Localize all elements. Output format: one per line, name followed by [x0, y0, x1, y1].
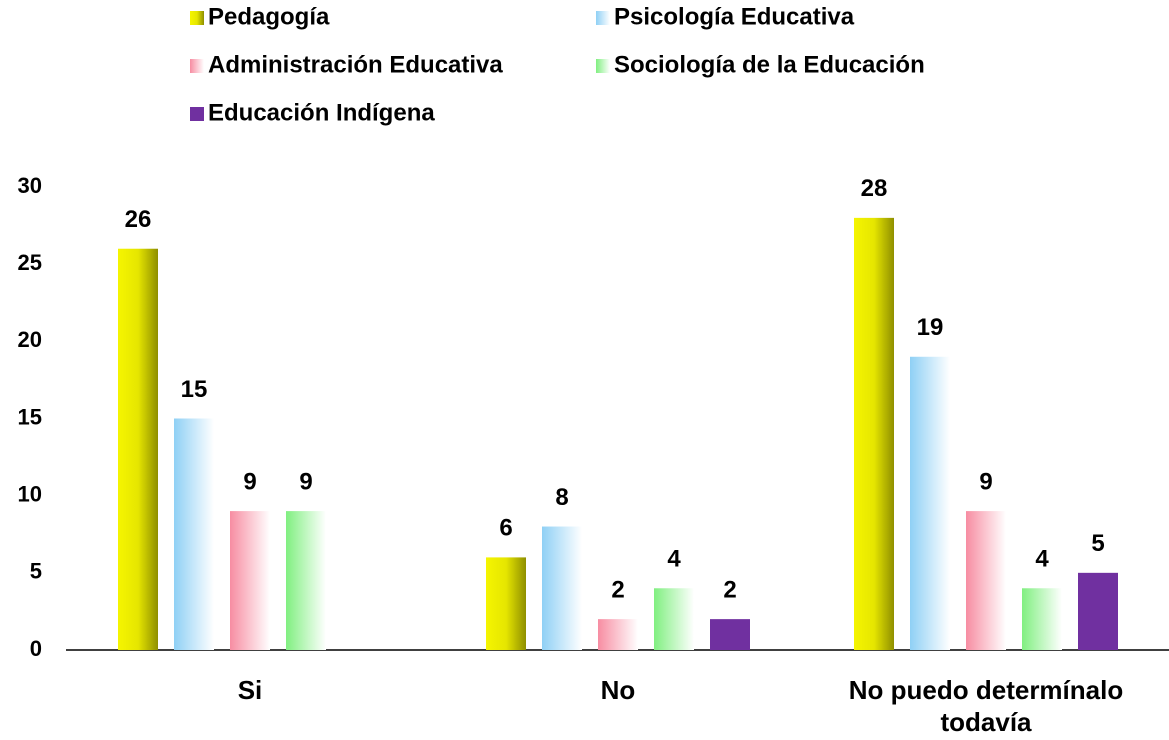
bar: [486, 557, 526, 650]
legend-swatch: [190, 59, 204, 73]
y-tick-label: 15: [18, 404, 42, 429]
value-label: 28: [861, 175, 888, 202]
bar: [118, 248, 158, 650]
bar: [1022, 588, 1062, 650]
value-label: 2: [611, 576, 624, 603]
bar: [910, 356, 950, 650]
bar: [286, 511, 326, 650]
bar: [966, 511, 1006, 650]
value-label: 15: [181, 376, 208, 403]
legend-label: Educación Indígena: [208, 99, 435, 126]
legend-swatch: [596, 11, 610, 25]
value-label: 26: [125, 206, 152, 233]
value-label: 9: [979, 468, 992, 495]
bar: [174, 418, 214, 650]
x-tick-label: No puedo determínalo todavía: [848, 675, 1124, 737]
x-tick-label: Si: [237, 675, 263, 705]
legend-label: Pedagogía: [208, 3, 330, 30]
legend-swatch: [190, 11, 204, 25]
y-tick-label: 25: [18, 250, 42, 275]
y-tick-label: 10: [18, 481, 42, 506]
legend-swatch: [596, 59, 610, 73]
value-label: 8: [555, 484, 568, 511]
bar: [654, 588, 694, 650]
y-tick-label: 20: [18, 327, 42, 352]
bar: [710, 619, 750, 650]
legend-swatch: [190, 107, 204, 121]
y-tick-label: 30: [18, 173, 42, 198]
value-label: 4: [1035, 546, 1049, 573]
legend-label: Psicología Educativa: [614, 3, 855, 30]
value-label: 19: [917, 314, 944, 341]
bar: [598, 619, 638, 650]
bar: [854, 217, 894, 650]
value-label: 5: [1091, 530, 1104, 557]
bar: [542, 526, 582, 650]
legend-label: Administración Educativa: [208, 51, 503, 78]
value-label: 9: [243, 468, 256, 495]
bar: [230, 511, 270, 650]
value-label: 9: [299, 468, 312, 495]
value-label: 6: [499, 515, 512, 542]
x-tick-label: No: [600, 675, 636, 705]
value-label: 2: [723, 576, 736, 603]
bar: [1078, 572, 1118, 650]
y-tick-label: 5: [30, 559, 42, 584]
y-tick-label: 0: [30, 636, 42, 661]
legend-label: Sociología de la Educación: [614, 51, 925, 78]
value-label: 4: [667, 546, 681, 573]
